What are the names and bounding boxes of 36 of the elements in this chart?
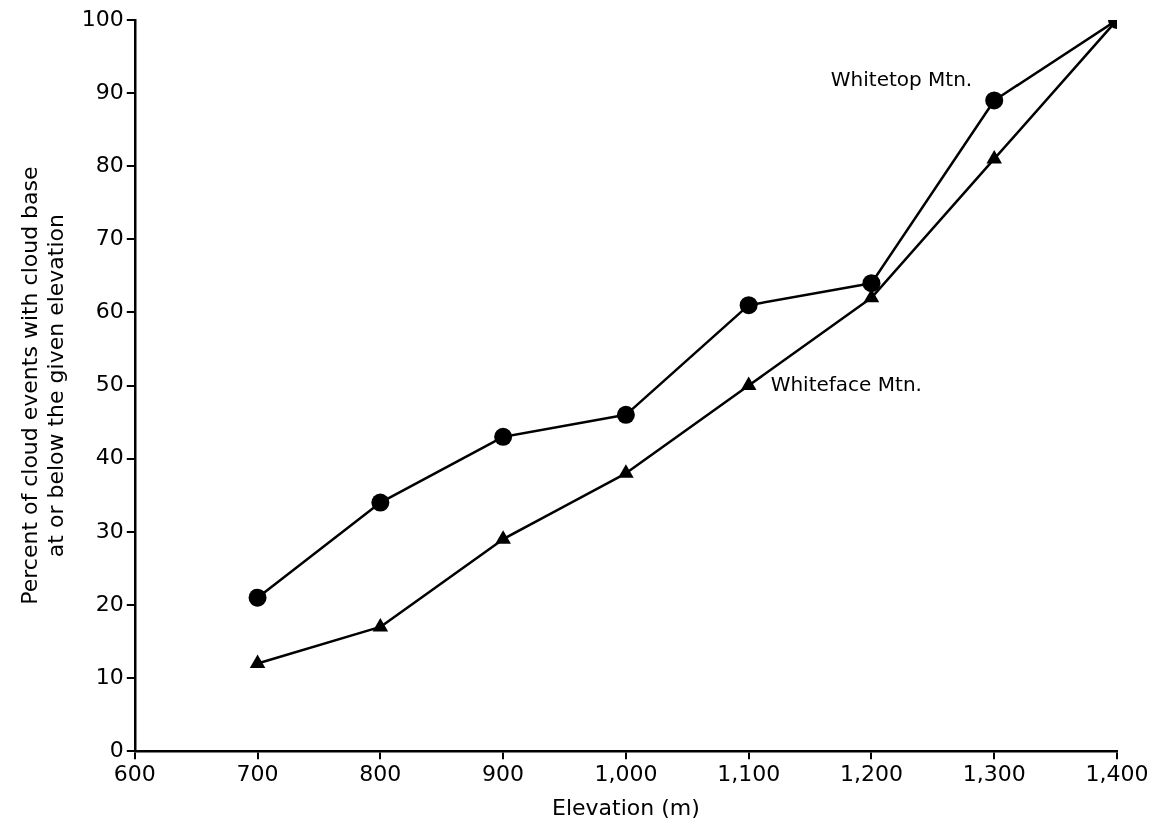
point [985,91,1004,110]
x-tick-label: 1,200 [839,761,903,787]
x-tick-label: 900 [482,761,525,787]
point [249,654,266,668]
y-tick-label: 30 [95,517,124,543]
y-tick-label: 100 [81,5,124,31]
x-tick-label: 1,400 [1085,761,1149,787]
x-tick-label: 700 [236,761,279,787]
x-tick-label: 1,300 [962,761,1026,787]
point [616,405,635,424]
y-tick-label: 20 [95,590,124,616]
series-label: Whiteface Mtn. [770,371,922,396]
y-tick-label: 40 [95,444,124,470]
y-axis-title: Percent of cloud events with cloud base at or below the given elevation [16,166,69,605]
y-tick-label: 60 [95,298,124,324]
point [862,274,881,293]
x-tick-label: 1,100 [717,761,781,787]
point [371,493,390,512]
y-tick-label: 80 [95,151,124,177]
x-axis-title: Elevation (m) [552,794,700,820]
point [248,588,267,607]
x-tick-label: 600 [113,761,156,787]
y-tick-label: 0 [109,736,124,762]
x-tick-label: 1,000 [594,761,658,787]
y-tick-label: 70 [95,225,124,251]
point [495,530,511,544]
point [494,427,513,446]
point [372,617,389,632]
y-tick-label: 50 [95,371,124,397]
x-tick-label: 800 [359,761,402,787]
series-label: Whitetop Mtn. [830,66,973,91]
point [740,376,757,391]
y-tick-label: 90 [95,78,124,104]
point [618,464,634,478]
y-tick-label: 10 [95,663,124,689]
point [739,296,758,315]
